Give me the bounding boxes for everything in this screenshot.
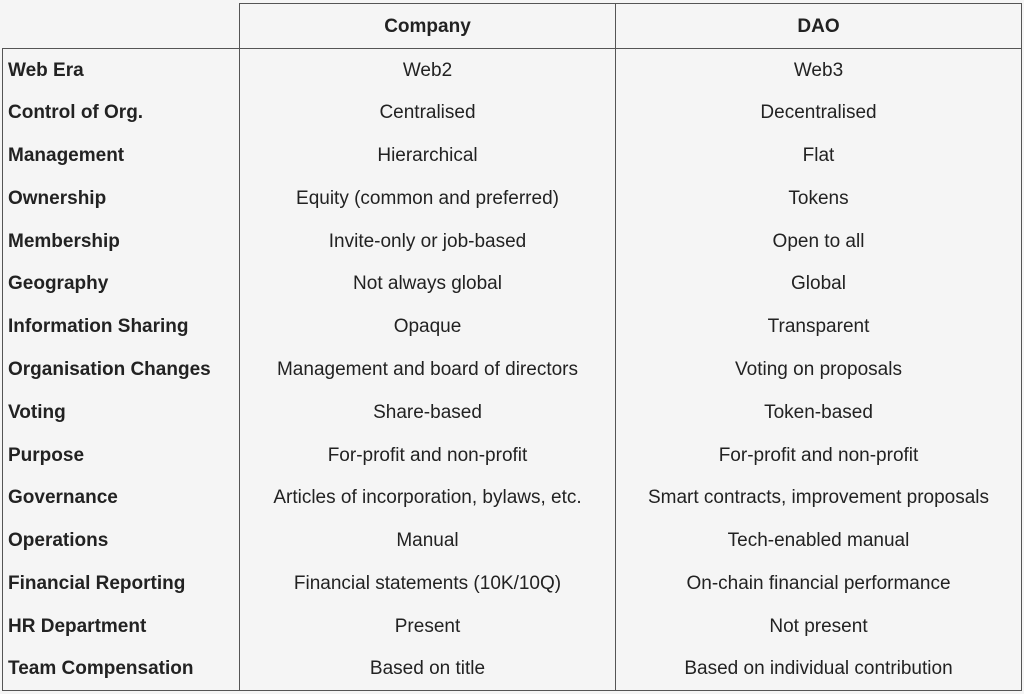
dao-cell: Based on individual contribution: [615, 647, 1022, 691]
row-label: HR Department: [2, 604, 240, 648]
company-cell: Invite-only or job-based: [239, 219, 616, 263]
company-cell: Financial statements (10K/10Q): [239, 562, 616, 605]
row-label: Geography: [2, 262, 240, 306]
dao-cell: Global: [615, 262, 1022, 306]
company-cell: Centralised: [239, 91, 616, 135]
company-vs-dao-table: Company DAO Web Era Web2 Web3 Control of Or…: [2, 3, 1022, 691]
dao-cell: Not present: [615, 604, 1022, 648]
company-cell: Articles of incorporation, bylaws, etc.: [239, 476, 616, 520]
company-cell: Share-based: [239, 390, 616, 434]
row-label: Web Era: [2, 48, 240, 92]
dao-cell: Transparent: [615, 305, 1022, 349]
row-label: Voting: [2, 390, 240, 434]
row-label: Control of Org.: [2, 91, 240, 135]
dao-cell: Decentralised: [615, 91, 1022, 135]
table-row: Membership Invite-only or job-based Open t…: [2, 219, 1022, 263]
header-row: Company DAO: [3, 3, 1022, 49]
table-row: Ownership Equity (common and preferred) To…: [2, 176, 1022, 220]
table-row: Control of Org. Centralised Decentralised: [2, 91, 1022, 135]
row-label: Management: [2, 134, 240, 177]
row-label: Ownership: [2, 176, 240, 220]
dao-column-header: DAO: [615, 3, 1022, 49]
dao-cell: Tokens: [615, 176, 1022, 220]
company-cell: Manual: [239, 519, 616, 563]
dao-cell: Flat: [615, 134, 1022, 177]
empty-corner-cell: [3, 4, 240, 49]
company-column-header: Company: [239, 3, 616, 49]
table-row: Operations Manual Tech-enabled manual: [2, 519, 1022, 563]
row-label: Governance: [2, 476, 240, 520]
dao-cell: Open to all: [615, 219, 1022, 263]
table-row: Team Compensation Based on title Based on …: [2, 647, 1022, 691]
company-cell: Web2: [239, 48, 616, 92]
table-row: Organisation Changes Management and board…: [2, 348, 1022, 391]
company-cell: Hierarchical: [239, 134, 616, 177]
company-cell: For-profit and non-profit: [239, 433, 616, 477]
dao-cell: On-chain financial performance: [615, 562, 1022, 605]
row-label: Operations: [2, 519, 240, 563]
table-row: HR Department Present Not present: [2, 604, 1022, 648]
company-cell: Management and board of directors: [239, 348, 616, 391]
dao-cell: Smart contracts, improvement proposals: [615, 476, 1022, 520]
table-body: Web Era Web2 Web3 Control of Org. Centralise…: [2, 48, 1022, 691]
table-row: Management Hierarchical Flat: [2, 134, 1022, 177]
company-cell: Present: [239, 604, 616, 648]
company-cell: Based on title: [239, 647, 616, 691]
comparison-table-wrapper: Company DAO Web Era Web2 Web3 Control of Or…: [2, 3, 1022, 691]
row-label: Financial Reporting: [2, 562, 240, 605]
dao-cell: Token-based: [615, 390, 1022, 434]
row-label: Team Compensation: [2, 647, 240, 691]
dao-cell: For-profit and non-profit: [615, 433, 1022, 477]
table-row: Governance Articles of incorporation, byl…: [2, 476, 1022, 520]
dao-cell: Voting on proposals: [615, 348, 1022, 391]
company-cell: Equity (common and preferred): [239, 176, 616, 220]
table-row: Web Era Web2 Web3: [2, 48, 1022, 92]
table-row: Information Sharing Opaque Transparent: [2, 305, 1022, 349]
company-cell: Opaque: [239, 305, 616, 349]
table-row: Voting Share-based Token-based: [2, 390, 1022, 434]
row-label: Information Sharing: [2, 305, 240, 349]
table-row: Purpose For-profit and non-profit For-prof…: [2, 433, 1022, 477]
dao-cell: Tech-enabled manual: [615, 519, 1022, 563]
table-row: Geography Not always global Global: [2, 262, 1022, 306]
table-row: Financial Reporting Financial statements …: [2, 562, 1022, 605]
company-cell: Not always global: [239, 262, 616, 306]
row-label: Membership: [2, 219, 240, 263]
dao-cell: Web3: [615, 48, 1022, 92]
row-label: Purpose: [2, 433, 240, 477]
row-label: Organisation Changes: [2, 348, 240, 391]
